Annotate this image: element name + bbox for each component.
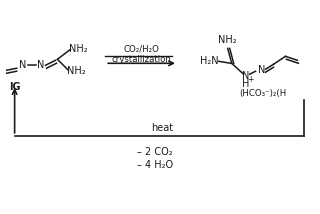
Text: crystallization: crystallization [111,55,171,64]
Text: NH₂: NH₂ [67,66,86,76]
Text: heat: heat [151,123,173,133]
Text: (HCO₃⁻)₂(H: (HCO₃⁻)₂(H [240,89,287,98]
Text: +: + [247,75,254,84]
Text: H: H [242,79,249,89]
Text: – 4 H₂O: – 4 H₂O [137,160,173,170]
Text: N: N [37,60,44,70]
Text: – 2 CO₂: – 2 CO₂ [137,147,173,157]
Text: N: N [258,65,265,75]
Text: NH₂: NH₂ [218,36,237,45]
Text: N: N [19,60,26,70]
Text: H₂N: H₂N [200,56,219,66]
Text: CO₂/H₂O: CO₂/H₂O [123,45,159,54]
Text: N: N [242,71,249,81]
Text: NH₂: NH₂ [69,44,88,54]
Text: IG: IG [9,82,20,92]
